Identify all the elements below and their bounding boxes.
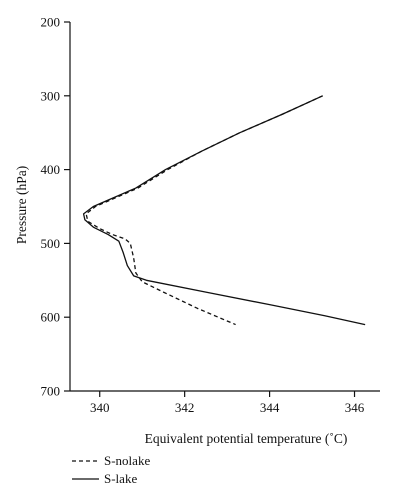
y-tick-label-200: 200: [41, 15, 61, 30]
legend: S-nolake S-lake: [72, 453, 150, 486]
series-line-s-lake: [82, 95, 366, 326]
x-tick-label-346: 346: [345, 400, 365, 415]
x-tick-label-344: 344: [260, 400, 280, 415]
x-axis-title: Equivalent potential temperature (˚C): [145, 431, 348, 446]
y-tick-label-300: 300: [41, 88, 61, 103]
y-tick-label-500: 500: [41, 236, 61, 251]
legend-label-s-lake: S-lake: [104, 471, 137, 486]
x-tick-label-340: 340: [90, 400, 110, 415]
plot-area: [82, 95, 366, 326]
axes: [69, 22, 380, 392]
y-tick-label-700: 700: [41, 384, 61, 399]
axis-ticks: 200 300 400 500 600 700 340 342 344 346: [41, 15, 365, 416]
legend-label-s-nolake: S-nolake: [104, 453, 150, 468]
series-line-s-nolake: [85, 95, 323, 326]
x-tick-label-342: 342: [175, 400, 195, 415]
y-tick-label-400: 400: [41, 162, 61, 177]
y-axis-title: Pressure (hPa): [14, 166, 29, 244]
y-tick-label-600: 600: [41, 310, 61, 325]
